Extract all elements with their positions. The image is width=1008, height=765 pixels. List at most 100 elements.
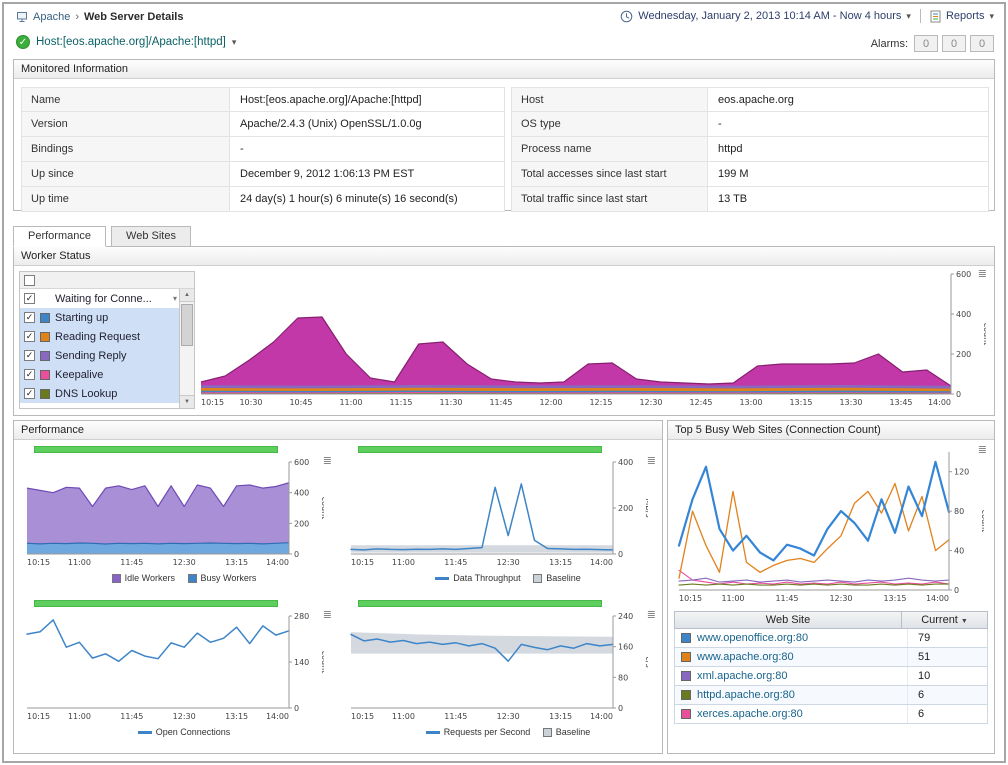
header: Apache › Web Server Details Wednesday, J… — [4, 4, 1004, 30]
open-connections-chart-cell: 0 140 280 count 10:15 11:00 11:45 12:30 13:15 14:… — [20, 599, 338, 751]
series-row-dns-lookup[interactable]: DNS Lookup — [20, 384, 194, 403]
worker-status-chart: 0 200 400 600 count 10:15 10:30 10:45 11:00 11:15… — [200, 270, 986, 407]
svg-text:0: 0 — [956, 390, 961, 399]
workers-chart: 0 200 400 600 count 10:15 11:00 11:45 12:30 13:15… — [26, 458, 324, 567]
scrollbar-thumb[interactable] — [181, 304, 193, 346]
svg-text:13:15: 13:15 — [225, 558, 248, 567]
top5-table-header: Web Site Current — [674, 611, 988, 629]
svg-text:200: 200 — [956, 350, 971, 359]
table-row[interactable]: xerces.apache.org:80 6 — [674, 705, 988, 724]
svg-text:11:45: 11:45 — [444, 712, 467, 721]
svg-text:11:30: 11:30 — [439, 398, 462, 407]
series-checkbox[interactable] — [24, 331, 35, 342]
legend-label: Busy Workers — [200, 573, 257, 583]
worker-status-panel: Worker Status Waiting for Conne... Start… — [13, 246, 995, 416]
chart-menu-icon[interactable] — [647, 456, 656, 467]
svg-text:10:30: 10:30 — [239, 398, 262, 407]
chart-menu-icon[interactable] — [647, 610, 656, 621]
alarm-count-warning[interactable]: 0 — [970, 35, 994, 52]
svg-text:0: 0 — [954, 586, 959, 595]
alarm-count-fatal[interactable]: 0 — [914, 35, 938, 52]
performance-panel: Performance 0 200 400 600 count 10:15 11:00 11:… — [13, 420, 663, 754]
table-row: Up time 24 day(s) 1 hour(s) 6 minute(s) 1… — [21, 187, 505, 212]
series-checkbox[interactable] — [24, 369, 35, 380]
row-value: 24 day(s) 1 hour(s) 6 minute(s) 16 secon… — [230, 187, 504, 211]
legend-swatch — [542, 728, 552, 738]
table-row[interactable]: xml.apache.org:80 10 — [674, 667, 988, 686]
svg-text:80: 80 — [954, 507, 964, 516]
row-label: Up since — [22, 162, 230, 186]
current-value: 6 — [907, 705, 987, 723]
series-row-reading-request[interactable]: Reading Request — [20, 327, 194, 346]
chart-menu-icon[interactable] — [323, 610, 332, 621]
svg-text:14:00: 14:00 — [926, 594, 949, 603]
series-row-starting-up[interactable]: Starting up — [20, 308, 194, 327]
series-row-sending-reply[interactable]: Sending Reply — [20, 346, 194, 365]
monitored-information-panel: Monitored Information Name Host:[eos.apac… — [13, 59, 995, 212]
alarm-count-critical[interactable]: 0 — [942, 35, 966, 52]
series-checkbox[interactable] — [24, 312, 35, 323]
availability-bar — [34, 600, 278, 607]
availability-bar — [34, 446, 278, 453]
current-column-header[interactable]: Current — [901, 612, 987, 628]
svg-text:14:00: 14:00 — [928, 398, 951, 407]
scroll-up-icon[interactable] — [180, 289, 194, 302]
chart-legend: Idle Workers Busy Workers — [20, 573, 338, 584]
svg-text:12:30: 12:30 — [173, 558, 196, 567]
series-list-header — [20, 272, 194, 289]
time-range-caret-icon[interactable] — [906, 10, 911, 22]
workers-chart-cell: 0 200 400 600 count 10:15 11:00 11:45 12:30 13:15… — [20, 445, 338, 597]
row-value: 199 M — [708, 162, 988, 186]
tab-performance[interactable]: Performance — [13, 226, 106, 247]
host-caret-icon[interactable] — [232, 36, 237, 48]
svg-text:11:45: 11:45 — [444, 558, 467, 567]
svg-text:14:00: 14:00 — [266, 712, 289, 721]
column-menu-icon[interactable] — [173, 294, 177, 303]
reports-menu[interactable]: Reports — [945, 10, 985, 22]
select-all-checkbox[interactable] — [24, 274, 35, 286]
web-site-link[interactable]: httpd.apache.org:80 — [697, 689, 795, 701]
series-row-waiting[interactable]: Waiting for Conne... — [20, 289, 194, 308]
table-row[interactable]: httpd.apache.org:80 6 — [674, 686, 988, 705]
svg-text:11:00: 11:00 — [68, 712, 91, 721]
web-site-link[interactable]: www.openoffice.org:80 — [697, 632, 809, 644]
breadcrumb-apache-link[interactable]: Apache — [33, 11, 71, 23]
svg-text:10:15: 10:15 — [679, 594, 702, 603]
scroll-down-icon[interactable] — [180, 395, 194, 408]
web-site-link[interactable]: www.apache.org:80 — [697, 651, 794, 663]
host-selector[interactable]: Host:[eos.apache.org]/Apache:[httpd] — [16, 35, 236, 49]
table-row[interactable]: www.openoffice.org:80 79 — [674, 629, 988, 648]
tab-web-sites[interactable]: Web Sites — [111, 226, 191, 247]
series-checkbox[interactable] — [24, 388, 35, 399]
svg-text:12:30: 12:30 — [173, 712, 196, 721]
series-row-keepalive[interactable]: Keepalive — [20, 365, 194, 384]
sort-desc-icon — [961, 614, 968, 626]
svg-text:140: 140 — [294, 658, 309, 667]
top5-chart: 0 40 80 120 count 10:15 11:00 11:45 12:30 13:15 14… — [677, 452, 984, 603]
svg-text:11:45: 11:45 — [775, 594, 798, 603]
time-range-label[interactable]: Wednesday, January 2, 2013 10:14 AM - No… — [638, 10, 902, 22]
reports-caret-icon[interactable] — [989, 10, 994, 22]
row-label: Bindings — [22, 137, 230, 161]
row-label: Total traffic since last start — [512, 187, 708, 211]
host-link[interactable]: Host:[eos.apache.org]/Apache:[httpd] — [36, 36, 226, 48]
svg-text:13:15: 13:15 — [789, 398, 812, 407]
series-checkbox[interactable] — [24, 293, 35, 304]
web-site-link[interactable]: xml.apache.org:80 — [697, 670, 788, 682]
web-site-link[interactable]: xerces.apache.org:80 — [697, 708, 803, 720]
time-range-icon — [620, 10, 633, 22]
row-label: Host — [512, 88, 708, 111]
chart-menu-icon[interactable] — [323, 456, 332, 467]
table-row: Total traffic since last start 13 TB — [511, 187, 989, 212]
table-row: Host eos.apache.org — [511, 87, 989, 112]
svg-text:count: count — [320, 497, 324, 520]
web-site-column-header[interactable]: Web Site — [765, 614, 811, 626]
legend-swatch — [187, 574, 197, 584]
table-row[interactable]: www.apache.org:80 51 — [674, 648, 988, 667]
svg-text:MB/s: MB/s — [644, 498, 648, 517]
series-checkbox[interactable] — [24, 350, 35, 361]
series-label: Sending Reply — [55, 349, 127, 362]
row-label: Process name — [512, 137, 708, 161]
series-list-scrollbar[interactable] — [179, 289, 194, 408]
table-row: OS type - — [511, 112, 989, 137]
